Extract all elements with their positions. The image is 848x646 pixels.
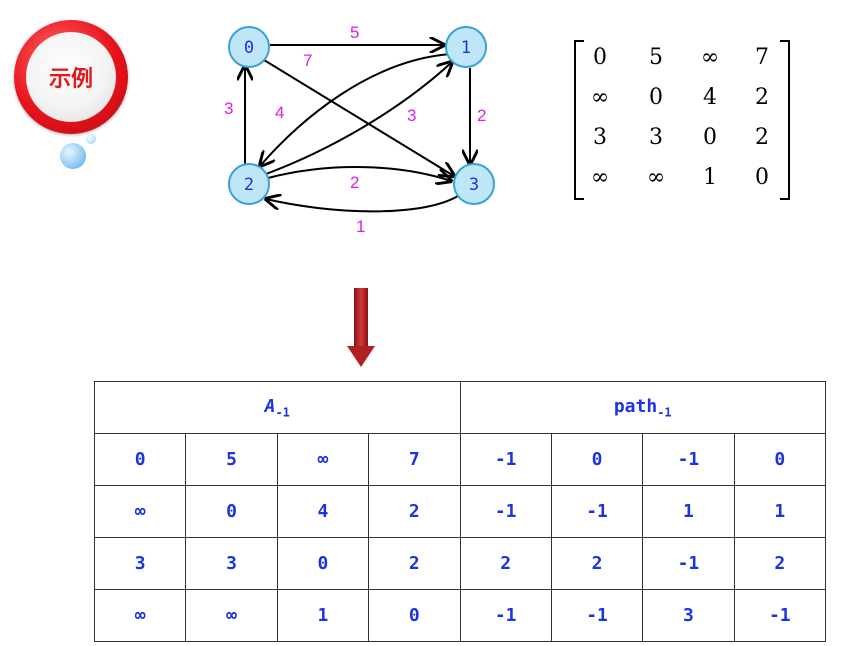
edge-0-3 <box>264 60 454 176</box>
weight-2-0: 3 <box>224 99 233 118</box>
path-cell: 0 <box>551 434 642 486</box>
matrix-cell: ∞ <box>688 44 732 72</box>
node-1-label: 1 <box>461 38 471 58</box>
weight-2-3: 2 <box>350 173 359 192</box>
path-cell: -1 <box>460 434 551 486</box>
edge-2-3 <box>268 167 451 181</box>
floyd-result-table: A-1 path-1 0 5 ∞ 7 -1 0 -1 0 ∞ 0 4 2 -1 … <box>94 381 826 642</box>
table-row: ∞ 0 4 2 -1 -1 1 1 <box>95 486 826 538</box>
path-cell: 0 <box>734 434 825 486</box>
node-0-label: 0 <box>244 38 254 58</box>
path-cell: 2 <box>734 538 825 590</box>
weight-2-1: 3 <box>407 106 416 125</box>
matrix-cell: 3 <box>634 124 678 152</box>
path-cell: 2 <box>460 538 551 590</box>
a-cell: ∞ <box>277 434 368 486</box>
edge-1-2 <box>260 54 451 166</box>
a-cell: 3 <box>186 538 277 590</box>
matrix-cell: 0 <box>688 124 732 152</box>
path-cell: -1 <box>460 486 551 538</box>
weight-1-2: 4 <box>275 103 284 122</box>
weight-1-3: 2 <box>477 106 486 125</box>
a-header: A-1 <box>95 382 461 434</box>
edge-3-2 <box>266 196 458 211</box>
node-2-label: 2 <box>244 175 254 195</box>
path-cell: -1 <box>551 486 642 538</box>
matrix-cell: 3 <box>578 124 622 152</box>
node-3-label: 3 <box>469 175 479 195</box>
matrix-cell: 0 <box>578 44 622 72</box>
path-cell: -1 <box>551 590 642 642</box>
path-cell: -1 <box>643 434 734 486</box>
path-cell: 2 <box>551 538 642 590</box>
a-cell: 2 <box>369 538 460 590</box>
matrix-cell: 1 <box>688 164 732 192</box>
path-header: path-1 <box>460 382 826 434</box>
path-cell: -1 <box>643 538 734 590</box>
matrix-cell: 2 <box>740 124 784 152</box>
matrix-cell: 7 <box>740 44 784 72</box>
matrix-cell: 4 <box>688 84 732 112</box>
a-cell: 0 <box>369 590 460 642</box>
a-cell: 1 <box>277 590 368 642</box>
node-2: 2 <box>229 164 269 204</box>
node-0: 0 <box>229 27 269 67</box>
a-cell: ∞ <box>186 590 277 642</box>
a-cell: 3 <box>95 538 186 590</box>
matrix-cell: 0 <box>740 164 784 192</box>
node-1: 1 <box>446 27 486 67</box>
matrix-cell: ∞ <box>578 164 622 192</box>
a-cell: ∞ <box>95 486 186 538</box>
matrix-cell: ∞ <box>578 84 622 112</box>
a-cell: 4 <box>277 486 368 538</box>
weight-0-3: 7 <box>303 51 312 70</box>
node-3: 3 <box>454 164 494 204</box>
a-cell: 0 <box>95 434 186 486</box>
weight-3-2: 1 <box>356 217 365 236</box>
matrix-cell: 0 <box>634 84 678 112</box>
adjacency-matrix: 0 5 ∞ 7 ∞ 0 4 2 3 3 0 2 ∞ ∞ 1 0 <box>572 38 792 202</box>
a-cell: 0 <box>277 538 368 590</box>
matrix-cell: 2 <box>740 84 784 112</box>
a-cell: 2 <box>369 486 460 538</box>
a-cell: 0 <box>186 486 277 538</box>
path-cell: 3 <box>643 590 734 642</box>
a-cell: 5 <box>186 434 277 486</box>
weight-0-1: 5 <box>350 23 359 42</box>
path-cell: -1 <box>734 590 825 642</box>
table-row: 0 5 ∞ 7 -1 0 -1 0 <box>95 434 826 486</box>
a-cell: ∞ <box>95 590 186 642</box>
path-cell: 1 <box>734 486 825 538</box>
table-row: ∞ ∞ 1 0 -1 -1 3 -1 <box>95 590 826 642</box>
a-cell: 7 <box>369 434 460 486</box>
path-cell: 1 <box>643 486 734 538</box>
path-cell: -1 <box>460 590 551 642</box>
matrix-cell: 5 <box>634 44 678 72</box>
table-row: 3 3 0 2 2 2 -1 2 <box>95 538 826 590</box>
down-arrow-icon <box>346 288 376 368</box>
matrix-cell: ∞ <box>634 164 678 192</box>
